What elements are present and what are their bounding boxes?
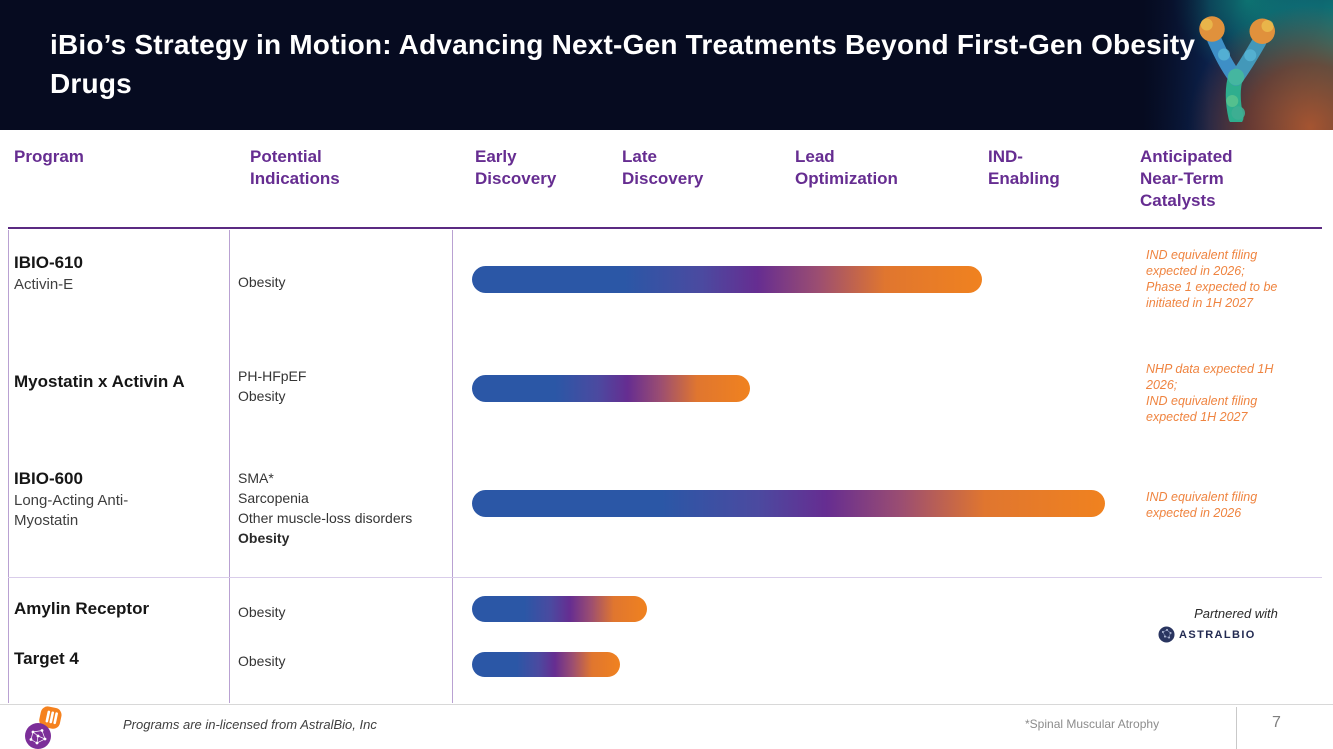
indication-item: Sarcopenia [238,490,309,506]
column-header-early-discovery: Early Discovery [475,147,557,188]
indication-item: Obesity [238,604,286,620]
indication-item: PH-HFpEF [238,368,307,384]
program-name: Myostatin x Activin A [14,372,185,392]
program-title: Target 4 [14,649,79,668]
indication-item: Obesity [238,653,286,669]
program-title: Amylin Receptor [14,599,150,618]
pipeline-bar [472,596,647,622]
catalyst-note: IND equivalent filing expected in 2026 [1146,490,1258,520]
indication-item: SMA* [238,470,274,486]
program-title: IBIO-600 [14,469,83,488]
page-title: iBio’s Strategy in Motion: Advancing Nex… [50,29,1196,99]
indication-item: Obesity [238,388,286,404]
column-header-anticipated-catalysts: Anticipated Near-Term Catalysts [1140,147,1233,210]
column-header-potential-indications: Potential Indications [250,147,340,188]
header-underline [8,227,1322,229]
partnered-with-label: Partnered with [1194,606,1278,621]
page-number-divider [1236,707,1237,749]
catalyst-note: NHP data expected 1H 2026; IND equivalen… [1146,362,1274,424]
row-divider [8,577,1322,578]
antibody-art-image [1143,0,1333,130]
indication-item: Obesity [238,274,286,290]
column-header-late-discovery: Late Discovery [622,147,704,188]
indications-list: Obesity [238,651,448,671]
program-subtitle: Long-Acting Anti- Myostatin [14,492,129,529]
indication-item: Other muscle-loss disorders [238,510,413,526]
program-title: Myostatin x Activin A [14,372,185,391]
catalyst-note: IND equivalent filing expected in 2026; … [1146,248,1278,310]
column-header-lead-optimization: Lead Optimization [795,147,898,188]
column-header-program: Program [14,147,84,166]
astralbio-logo: ASTRALBIO [1158,626,1318,643]
column-divider-1 [229,230,230,703]
footer-footnote-sma: *Spinal Muscular Atrophy [1025,717,1160,731]
indications-list: PH-HFpEF Obesity [238,366,448,406]
ibio-logo [24,706,66,749]
program-title: IBIO-610 [14,253,83,272]
astralbio-logo-icon [1158,626,1175,643]
column-divider-2 [452,230,453,703]
antibody-icon [1199,16,1275,122]
indications-list: SMA* Sarcopenia Other muscle-loss disord… [238,468,448,548]
pipeline-bar [472,652,620,677]
program-name: Target 4 [14,649,79,669]
pipeline-bar [472,375,750,402]
footer-license-note: Programs are in-licensed from AstralBio,… [123,717,377,732]
indication-item: Obesity [238,530,290,546]
column-header-ind-enabling: IND- Enabling [988,147,1060,188]
program-subtitle: Activin-E [14,276,74,294]
indications-list: Obesity [238,602,448,622]
page-number: 7 [1272,714,1281,731]
pipeline-bar [472,490,1105,517]
program-name: IBIO-610 Activin-E [14,253,83,295]
footer-divider [0,704,1333,705]
indications-list: Obesity [238,272,448,292]
table-border-left [8,230,9,703]
slide-header-banner: iBio’s Strategy in Motion: Advancing Nex… [0,0,1333,130]
pipeline-bar [472,266,982,293]
program-name: Amylin Receptor [14,599,149,619]
astralbio-logo-text: ASTRALBIO [1179,628,1256,641]
program-name: IBIO-600 Long-Acting Anti- Myostatin [14,469,128,530]
